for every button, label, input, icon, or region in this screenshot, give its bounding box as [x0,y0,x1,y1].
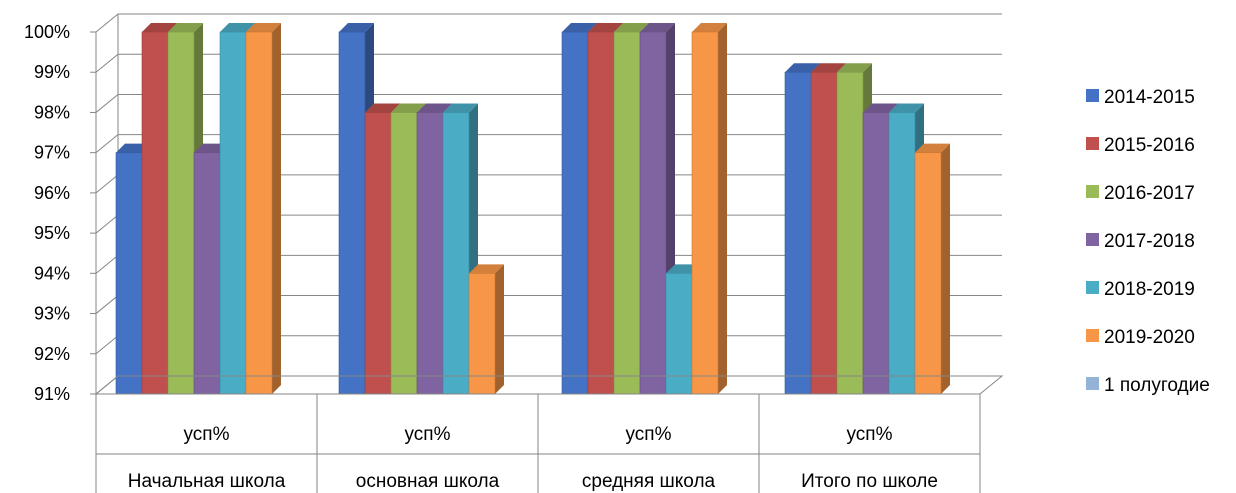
bar [468,264,504,395]
y-tick-label: 92% [34,344,70,364]
bar-top [640,23,675,32]
bar-top [391,103,426,113]
bar-top [588,23,623,32]
legend-swatch [1086,137,1099,150]
bar-front [219,31,247,395]
bar-front [338,31,366,395]
y-tick-label: 95% [34,223,70,243]
legend-label: 2016-2017 [1104,183,1195,204]
bar-front [364,112,392,395]
bar-front [468,273,496,395]
category-label-bottom: Начальная школа [128,471,286,492]
bar-front [639,31,667,395]
y-tick-label: 93% [34,304,70,324]
bar-side [272,23,281,394]
category-label-top: усп% [847,424,893,445]
bar-top [889,103,924,113]
bar-top [417,103,452,113]
category-label-bottom: основная школа [356,471,500,492]
bar-front [613,31,641,395]
bar-top [443,103,478,113]
bar-front [141,31,169,395]
bar-front [245,31,273,395]
bar-front [888,112,916,395]
bar-side [495,264,504,394]
bar-front [862,112,890,395]
legend-item: 2015-2016 [1086,135,1195,156]
bar-front [390,112,418,395]
y-tick-label: 97% [34,143,70,163]
bar-top [562,23,597,32]
category-label-top: усп% [405,424,451,445]
y-tick-label: 98% [34,102,70,122]
bar-top [614,23,649,32]
bar [245,23,281,395]
bar-front [587,31,615,395]
y-tick-label: 100% [24,22,70,42]
bar-top [837,63,872,73]
bar-top [863,103,898,113]
legend-item: 1 полугодие [1086,375,1210,396]
category-label-top: усп% [626,424,672,445]
bar-front [115,152,143,395]
legend-swatch [1086,329,1099,342]
legend-item: 2019-2020 [1086,327,1195,348]
bar-top [811,63,846,73]
legend-label: 1 полугодие [1104,375,1210,396]
bar-front [836,71,864,395]
legend-label: 2017-2018 [1104,231,1195,252]
bar-top [142,23,177,32]
category-label-bottom: Итого по школе [801,471,938,492]
bar-front [810,71,838,395]
floor [94,375,1004,395]
bar-top [469,264,504,274]
bar-front [416,112,444,395]
bar-front [691,31,719,395]
y-tick-label: 94% [34,263,70,283]
bar-top [168,23,203,32]
legend-item: 2018-2019 [1086,279,1195,300]
legend-item: 2017-2018 [1086,231,1195,252]
bars [115,23,950,395]
category-label-top: усп% [184,424,230,445]
bar-top [339,23,374,32]
bar-front [193,152,221,395]
legend-label: 2015-2016 [1104,135,1195,156]
y-tick-label: 91% [34,384,70,404]
bar-front [914,152,942,395]
category-label-bottom: средняя школа [582,471,716,492]
bar [691,23,727,395]
bar-side [941,143,950,394]
legend-label: 2019-2020 [1104,327,1195,348]
legend-item: 2014-2015 [1086,87,1195,108]
legend-swatch [1086,377,1099,390]
legend-swatch [1086,185,1099,198]
y-tick-label: 96% [34,183,70,203]
bar [914,143,950,395]
bar-front [167,31,195,395]
legend-label: 2014-2015 [1104,87,1195,108]
bar-side [718,23,727,394]
legend-swatch [1086,281,1099,294]
bar-front [784,71,812,395]
legend-label: 2018-2019 [1104,279,1195,300]
bar-top [365,103,400,113]
bar-top [915,143,950,153]
bar-top [246,23,281,32]
bar-front [561,31,589,395]
axes [90,31,1004,395]
category-labels: усп% Начальная школа усп% основная школа усп… [95,394,981,493]
bar-top [785,63,820,73]
bar-top [692,23,727,32]
legend-swatch [1086,233,1099,246]
bar-front [665,273,693,395]
legend: 2014-2015 2015-2016 2016-2017 2017-2018 2018… [1086,87,1210,396]
legend-item: 2016-2017 [1086,183,1195,204]
y-tick-label: 99% [34,62,70,82]
bar-top [220,23,255,32]
legend-swatch [1086,89,1099,102]
bar-front [442,112,470,395]
y-axis-ticks: 91% 92% 93% 94% 95% 96% 97% 98% 99% 100% [24,22,70,404]
